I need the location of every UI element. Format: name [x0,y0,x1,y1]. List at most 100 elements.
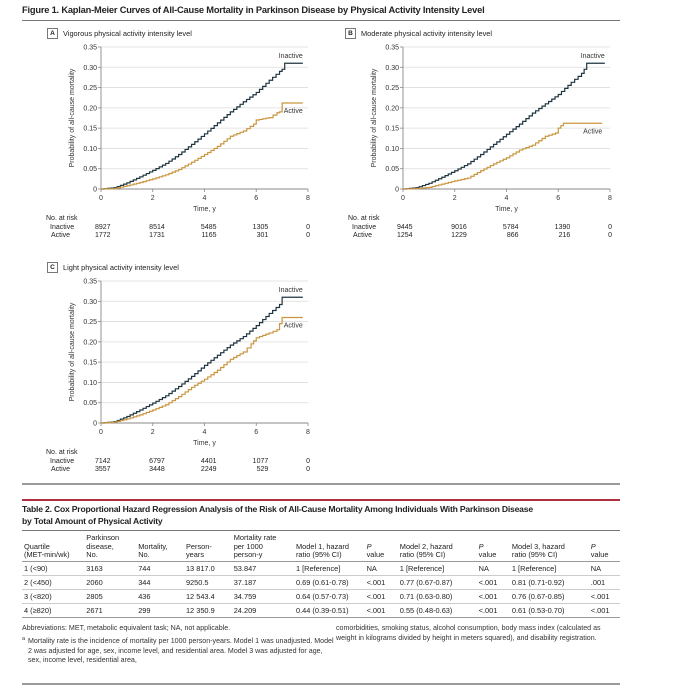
table-cell: NA [364,561,398,576]
series-line-inactive [101,62,303,190]
panel-b-letter: B [345,28,356,39]
table-cell: <.001 [364,589,398,604]
column-header-line: No. [86,550,98,559]
table-row: 1 (<90) 3163 744 13 817.0 53.847 1 [Reference… [22,561,620,576]
y-tick-label: 0 [93,421,97,428]
figure-title-rule [22,20,620,21]
table-cell: 24.209 [231,603,294,618]
y-tick-label: 0 [395,187,399,194]
footnote-right: comorbidities, smoking status, alcohol c… [336,624,601,642]
panel-a-title: Vigorous physical activity intensity lev… [63,29,192,38]
at-risk-value: 0 [608,232,612,239]
at-risk-value: 1254 [397,232,413,239]
at-risk-row-label: Active [51,232,71,239]
table-cell: <.001 [364,603,398,618]
table-cell: 3163 [84,561,137,576]
y-tick-label: 0.35 [83,45,97,52]
table-cell: 2805 [84,589,137,604]
panel-b-at-risk: No. at risk Inactive 9445 9016 5784 1390 0 Acti… [302,215,632,245]
x-tick-label: 4 [203,429,207,436]
table-title-line1: Table 2. Cox Proportional Hazard Regress… [22,504,533,514]
x-tick-label: 2 [453,195,457,202]
y-tick-label: 0 [93,187,97,194]
series-line-inactive [101,296,303,424]
y-tick-label: 0.10 [83,380,97,387]
at-risk-value: 866 [506,232,519,239]
at-risk-value: 1390 [554,223,571,231]
table-cell: 344 [136,575,184,590]
column-header: Mortality rate per 1000 person-y [231,533,294,562]
column-header-line: Mortality rate [233,533,277,542]
at-risk-row-label: Active [353,232,373,239]
at-risk-value: 8927 [95,223,111,231]
at-risk-row-label: Inactive [352,223,377,231]
column-header: Model 1, hazard ratio (95% CI) [293,534,365,562]
table-row: 4 (≥820) 2671 299 12 350.9 24.209 0.44 (0.39-… [22,603,620,618]
y-tick-label: 0.20 [83,105,97,112]
table-cell: <.001 [588,603,620,618]
panel-a-label: A Vigorous physical activity intensity l… [47,28,192,39]
column-header-line: P [590,541,596,551]
column-header: Mortality, No. [136,534,184,562]
at-risk-row-label: Active [51,466,71,473]
figure-title: Figure 1. Kaplan-Meier Curves of All-Cau… [22,5,485,15]
column-header: Parkinson disease, No. [84,533,137,562]
x-tick-label: 4 [203,195,207,202]
column-header-line: (MET-min/wk) [24,550,70,559]
at-risk-row-label: Inactive [50,457,75,465]
at-risk-value: 2249 [200,466,217,473]
table-cell: <.001 [588,589,620,604]
column-header-line: Model 2, hazard [399,541,453,551]
x-tick-label: 8 [306,429,310,436]
at-risk-value: 0 [306,457,310,465]
y-tick-label: 0.10 [83,146,97,153]
series-line-active [101,102,303,190]
table-cell: 12 543.4 [183,589,232,604]
table-cell: NA [476,561,510,576]
table-cell: 53.847 [231,561,294,576]
series-label-active: Active [284,108,303,115]
table-cell: 0.69 (0.61-0.78) [293,575,365,590]
table-row: 2 (<450) 2060 344 9250.5 37.187 0.69 (0.61-0.… [22,575,620,590]
y-tick-label: 0.30 [83,299,97,306]
at-risk-value: 216 [558,232,571,239]
table-cell: 2 (<450) [22,575,85,590]
x-tick-label: 2 [151,429,155,436]
y-tick-label: 0.05 [385,166,399,173]
table-cell: 34.759 [231,589,294,604]
table-cell: <.001 [364,575,398,590]
y-tick-label: 0.30 [385,65,399,72]
column-header: Model 2, hazard ratio (95% CI) [397,534,477,562]
y-tick-label: 0.25 [83,85,97,92]
series-line-active [101,316,303,424]
table-cell: <.001 [476,603,510,618]
column-header-line: Person- [185,541,212,551]
panel-c-at-risk: No. at risk Inactive 7142 6797 4401 1077 0 Acti… [0,449,330,479]
at-risk-value: 1731 [149,232,165,239]
series-label-inactive: Inactive [581,53,605,60]
x-axis-label: Time, y [495,206,518,213]
x-axis-label: Time, y [193,206,216,213]
x-tick-label: 6 [556,195,560,202]
table-cell: .001 [588,575,620,590]
table-cell: 0.76 (0.67-0.85) [509,589,589,604]
table-cell: 0.64 (0.57-0.73) [293,589,365,604]
panel-c-label: C Light physical activity intensity leve… [47,262,179,273]
y-tick-label: 0.25 [83,319,97,326]
table-cell: 37.187 [231,575,294,590]
table-row: 3 (<820) 2805 436 12 543.4 34.759 0.64 (0.57-… [22,589,620,604]
x-axis-label: Time, y [193,440,216,447]
y-tick-label: 0.15 [83,126,97,133]
table-title-line2: by Total Amount of Physical Activity [22,516,163,526]
at-risk-value: 6797 [149,457,165,465]
x-tick-label: 0 [401,195,405,202]
at-risk-value: 9016 [451,223,467,231]
series-label-active: Active [284,323,303,330]
footnote-left: a Mortality rate is the incidence of mor… [22,636,334,666]
y-axis-label: Probability of all-cause mortality [69,68,76,167]
column-header: Model 3, hazard ratio (95% CI) [509,534,589,562]
x-tick-label: 2 [151,195,155,202]
at-risk-value: 8514 [149,223,165,231]
footnote-marker: a [22,636,26,642]
